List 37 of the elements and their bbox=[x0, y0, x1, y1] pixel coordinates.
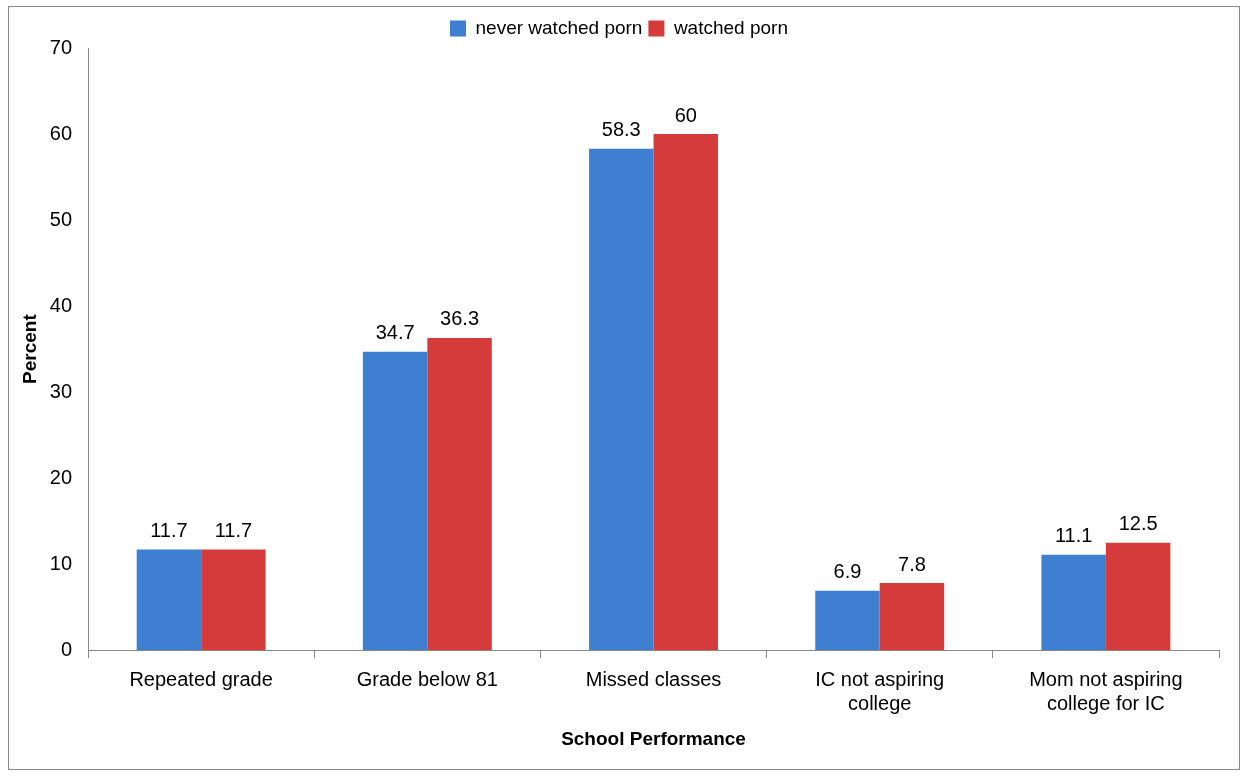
bar bbox=[653, 134, 718, 651]
x-tick-label: Grade below 81 bbox=[356, 667, 498, 690]
y-tick-label: 10 bbox=[49, 551, 73, 574]
bar bbox=[1041, 554, 1106, 651]
x-axis-title: School Performance bbox=[561, 727, 746, 749]
data-label: 11.1 bbox=[1054, 524, 1093, 547]
bar bbox=[815, 590, 880, 651]
x-tick-label: Missed classes bbox=[585, 667, 722, 690]
data-label: 12.5 bbox=[1118, 512, 1158, 535]
y-tick-label: 30 bbox=[49, 379, 73, 402]
data-label: 36.3 bbox=[440, 307, 480, 330]
x-tick-label: Mom not aspiring college for IC bbox=[1029, 667, 1183, 714]
bar bbox=[362, 351, 428, 651]
x-tick-label: IC not aspiring college bbox=[815, 667, 945, 714]
data-label: 11.7 bbox=[150, 519, 188, 542]
bar bbox=[427, 337, 492, 651]
y-tick-label: 40 bbox=[49, 293, 73, 316]
legend-label: watched porn bbox=[672, 16, 788, 38]
legend-label: never watched porn bbox=[475, 16, 643, 38]
bar bbox=[201, 549, 266, 651]
bar bbox=[589, 148, 654, 651]
y-axis-title: Percent bbox=[18, 313, 40, 384]
y-tick-label: 60 bbox=[49, 121, 73, 144]
bar bbox=[879, 583, 945, 651]
y-tick-label: 70 bbox=[49, 35, 73, 58]
data-label: 60 bbox=[674, 103, 697, 126]
x-tick-label: Repeated grade bbox=[129, 667, 273, 690]
y-tick-label: 0 bbox=[60, 637, 73, 660]
data-label: 58.3 bbox=[601, 118, 641, 141]
bar bbox=[1105, 542, 1171, 651]
data-label: 7.8 bbox=[898, 552, 926, 575]
y-tick-label: 20 bbox=[49, 465, 73, 488]
y-tick-label: 50 bbox=[49, 207, 73, 230]
bar bbox=[136, 549, 202, 651]
data-label: 34.7 bbox=[375, 321, 415, 344]
data-label: 6.9 bbox=[833, 560, 862, 583]
data-label: 11.7 bbox=[214, 519, 253, 542]
